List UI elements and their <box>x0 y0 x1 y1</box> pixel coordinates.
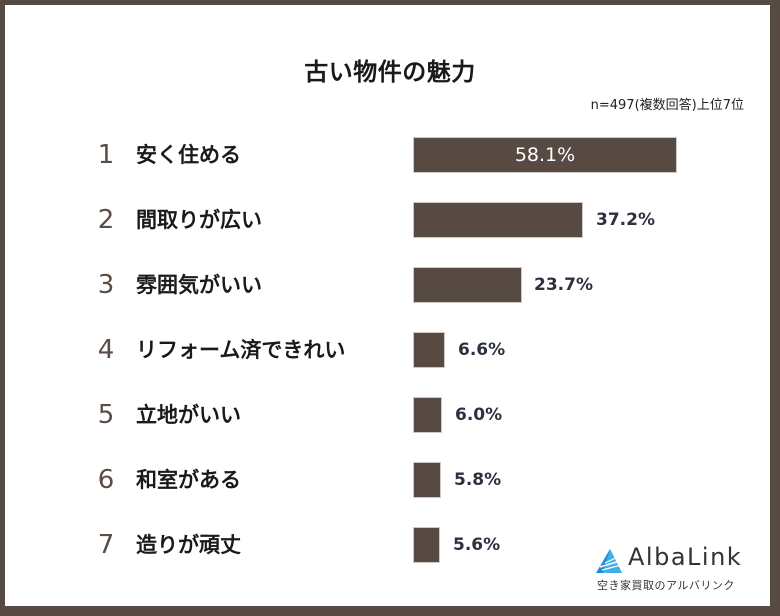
bar-row: 3 雰囲気がいい 23.7% <box>0 268 780 302</box>
bar-row: 2 間取りが広い 37.2% <box>0 203 780 237</box>
logo-tagline: 空き家買取のアルバリンク <box>597 579 735 592</box>
bar-row: 1 安く住める 58.1% <box>0 138 780 172</box>
value-label: 5.6% <box>453 535 501 555</box>
value-label: 6.6% <box>458 340 506 360</box>
value-label: 6.0% <box>455 405 503 425</box>
albalink-logo: AlbaLink 空き家買取のアルバリンク <box>594 543 754 595</box>
value-label: 58.1% <box>514 144 576 166</box>
bar <box>414 398 441 432</box>
value-label: 37.2% <box>596 210 655 230</box>
rank-number: 2 <box>97 205 115 235</box>
albalink-triangle-icon <box>596 549 622 573</box>
rank-number: 4 <box>97 335 115 365</box>
category-label: 安く住める <box>136 143 241 167</box>
category-label: 雰囲気がいい <box>136 273 262 297</box>
rank-number: 1 <box>97 140 115 170</box>
category-label: 造りが頑丈 <box>136 533 241 557</box>
category-label: 立地がいい <box>136 403 241 427</box>
bar-row: 4 リフォーム済できれい 6.6% <box>0 333 780 367</box>
rank-number: 7 <box>97 530 115 560</box>
category-label: 和室がある <box>136 468 241 492</box>
category-label: 間取りが広い <box>136 208 262 232</box>
chart-title: 古い物件の魅力 <box>304 58 476 86</box>
rank-number: 5 <box>97 400 115 430</box>
chart-card <box>5 5 770 606</box>
bar: 58.1% <box>414 138 676 172</box>
bar <box>414 203 582 237</box>
bar <box>414 333 444 367</box>
bar <box>414 463 440 497</box>
value-label: 23.7% <box>534 275 593 295</box>
value-label: 5.8% <box>454 470 502 490</box>
bar <box>414 268 521 302</box>
category-label: リフォーム済できれい <box>136 338 346 362</box>
rank-number: 3 <box>97 270 115 300</box>
bar <box>414 528 439 562</box>
rank-number: 6 <box>97 465 115 495</box>
bar-row: 6 和室がある 5.8% <box>0 463 780 497</box>
sample-note: n=497(複数回答)上位7位 <box>590 98 744 113</box>
logo-name: AlbaLink <box>628 543 743 571</box>
bar-row: 7 造りが頑丈 5.6% <box>0 528 780 562</box>
bar-row: 5 立地がいい 6.0% <box>0 398 780 432</box>
